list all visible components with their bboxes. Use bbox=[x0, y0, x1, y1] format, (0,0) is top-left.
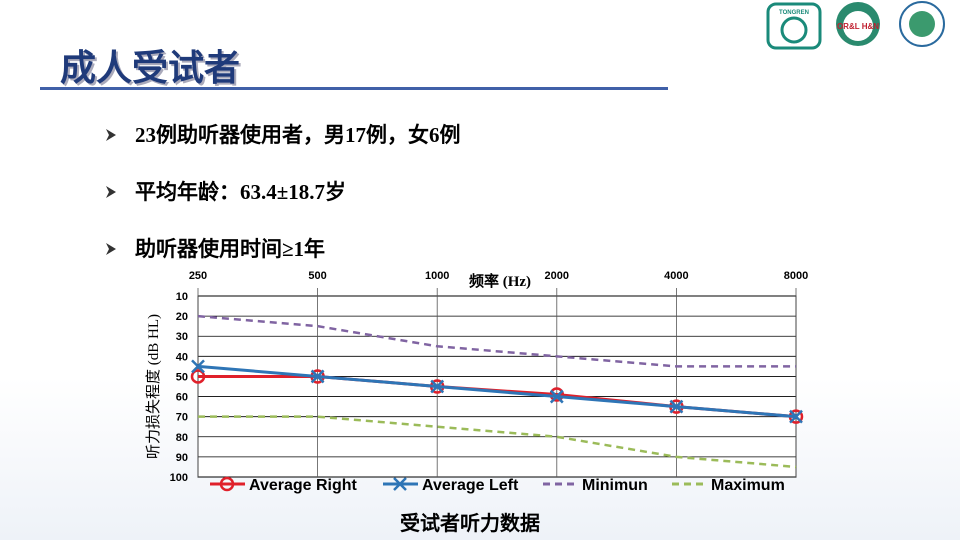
plot-area bbox=[197, 295, 797, 478]
bullet-icon bbox=[106, 186, 116, 198]
series-line bbox=[198, 415, 797, 469]
slide-title: 成人受试者 bbox=[60, 48, 240, 88]
marker bbox=[219, 476, 235, 492]
logo-text: TONGREN bbox=[779, 10, 809, 16]
marker bbox=[669, 399, 684, 414]
x-tick-label: 250 bbox=[189, 270, 207, 282]
legend-label: Average Left bbox=[422, 477, 519, 494]
marker bbox=[393, 477, 407, 491]
marker bbox=[549, 387, 565, 402]
series-line bbox=[197, 314, 796, 368]
chart: 10 20 30 40 50 60 70 80 90 100 250 500 1000 2000 4000 8… bbox=[145, 270, 808, 494]
caption: 受试者听力数据 bbox=[400, 511, 540, 535]
marker bbox=[310, 369, 325, 384]
y-tick-label: 10 bbox=[176, 291, 188, 303]
y-tick-label: 90 bbox=[176, 452, 188, 464]
y-tick-label: 100 bbox=[170, 472, 188, 484]
marker bbox=[191, 359, 205, 374]
series-line bbox=[197, 364, 797, 419]
marker bbox=[430, 379, 445, 394]
marker bbox=[549, 389, 564, 404]
x-tick-label: 1000 bbox=[425, 270, 449, 282]
bullet-text: 助听器使用时间≥1年 bbox=[135, 237, 325, 261]
legend-label: Average Right bbox=[249, 477, 358, 494]
y-axis-label: 听力损失程度 (dB HL) bbox=[145, 314, 162, 459]
legend-label: Maximum bbox=[711, 477, 785, 494]
logo-orl: OR&L H&N bbox=[836, 2, 880, 46]
bullet-icon bbox=[106, 243, 116, 255]
logo-tongren: TONGREN bbox=[766, 2, 822, 50]
x-axis-label: 频率 (Hz) bbox=[469, 272, 531, 290]
title-rule bbox=[40, 87, 668, 90]
x-tick-label: 2000 bbox=[545, 270, 569, 282]
bullet-icon bbox=[106, 129, 116, 141]
x-tick-label: 4000 bbox=[664, 270, 688, 282]
y-tick-label: 60 bbox=[176, 392, 188, 404]
bullets: 23例助听器使用者，男17例，女6例平均年龄：63.4±18.7岁助听器使用时间… bbox=[106, 123, 461, 261]
x-tick-label: 500 bbox=[308, 270, 326, 282]
marker bbox=[789, 409, 803, 424]
y-tick-label: 70 bbox=[176, 412, 188, 424]
bullet-text: 平均年龄：63.4±18.7岁 bbox=[135, 180, 346, 204]
y-tick-label: 30 bbox=[176, 331, 188, 343]
y-tick-label: 50 bbox=[176, 371, 188, 383]
logo-text: OR&L H&N bbox=[837, 22, 879, 31]
x-tick-label: 8000 bbox=[784, 270, 808, 282]
marker bbox=[190, 369, 206, 384]
y-tick-label: 40 bbox=[176, 351, 188, 363]
bullet-text: 23例助听器使用者，男17例，女6例 bbox=[135, 123, 461, 147]
logo-round bbox=[899, 1, 945, 47]
title-shadow: 成人受试者 bbox=[62, 50, 242, 90]
y-tick-label: 80 bbox=[176, 432, 188, 444]
legend-label: Minimun bbox=[582, 477, 648, 494]
y-tick-label: 20 bbox=[176, 311, 188, 323]
